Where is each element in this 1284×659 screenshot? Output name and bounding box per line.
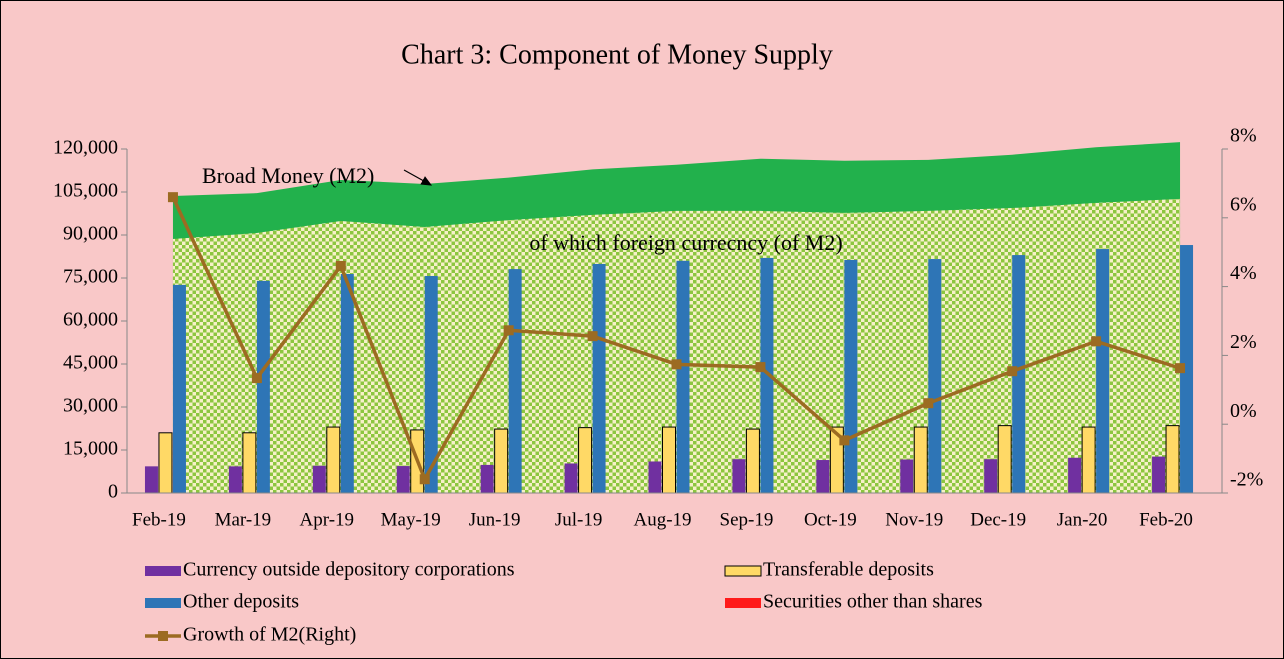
bar (228, 466, 242, 493)
bar (997, 425, 1012, 494)
legend-swatch (724, 565, 762, 577)
bar (732, 459, 746, 493)
legend: Currency outside depository corporations… (145, 559, 983, 646)
legend-label: Other deposits (183, 591, 299, 613)
line-marker (251, 373, 262, 384)
bar (508, 269, 522, 493)
x-tick-label: Sep-19 (720, 509, 774, 530)
bar (340, 273, 354, 493)
y-tick-label: 105,000 (53, 180, 118, 202)
bar (480, 464, 494, 493)
line-marker (839, 435, 850, 446)
legend-swatch (158, 631, 168, 641)
legend-label: Growth of M2(Right) (183, 624, 356, 646)
plot-area: 0 15,000 30,000 45,000 60,000 75,000 90,000 105… (53, 125, 1263, 531)
y-tick-label: 0 (108, 481, 118, 503)
bar (662, 426, 676, 494)
bar (242, 432, 257, 494)
y2-tick-label: -2% (1230, 469, 1263, 491)
bar (424, 275, 438, 493)
line-marker (755, 362, 766, 373)
x-tick-label: Feb-19 (132, 509, 186, 530)
bar (312, 465, 326, 493)
line-marker (1175, 363, 1186, 374)
bar (1180, 245, 1194, 493)
legend-label: Currency outside depository corporations (183, 559, 515, 581)
y2-tick-label: 2% (1230, 331, 1257, 353)
x-tick-label: Apr-19 (300, 509, 355, 530)
line-marker (503, 325, 514, 336)
bar (578, 427, 593, 494)
bar (648, 461, 662, 493)
x-tick-label: Jul-19 (555, 509, 603, 530)
bar (172, 284, 186, 493)
bar (494, 428, 509, 494)
line-marker (1091, 336, 1102, 347)
x-tick-label: Dec-19 (970, 509, 1026, 530)
bar (984, 459, 998, 493)
y2-tick-label: 8% (1230, 125, 1257, 147)
bar (760, 257, 774, 493)
bar (144, 466, 158, 493)
y-tick-label: 15,000 (63, 438, 118, 460)
x-tick-label: Nov-19 (885, 509, 943, 530)
x-tick-label: Mar-19 (215, 509, 272, 530)
y-tick-label: 30,000 (63, 395, 118, 417)
legend-swatch (145, 598, 181, 608)
bar (158, 432, 173, 494)
bar (256, 280, 270, 493)
bar (1012, 255, 1026, 493)
bar (676, 260, 690, 493)
x-tick-label: Aug-19 (633, 509, 691, 530)
bar (913, 426, 928, 494)
bar (1152, 456, 1166, 493)
annotation: Broad Money (M2) (202, 163, 374, 188)
bar (928, 259, 942, 493)
y-tick-label: 45,000 (63, 352, 118, 374)
chart-title: Chart 3: Component of Money Supply (401, 39, 833, 70)
legend-label: Securities other than shares (763, 591, 983, 613)
line-marker (923, 398, 934, 409)
bar (326, 426, 341, 494)
annotation-arrow (403, 169, 433, 186)
bar (1165, 425, 1180, 494)
y2-tick-label: 6% (1230, 193, 1257, 215)
annotation: of which foreign currecncy (of M2) (529, 230, 842, 255)
bar (816, 460, 830, 493)
x-tick-label: May-19 (381, 509, 441, 530)
y-tick-label: 60,000 (63, 309, 118, 331)
legend-label: Transferable deposits (763, 559, 934, 581)
bar (844, 259, 858, 493)
bar (592, 263, 606, 493)
y2-tick-label: 0% (1230, 400, 1257, 422)
bar (900, 459, 914, 493)
x-tick-label: Jun-19 (469, 509, 521, 530)
line-marker (587, 331, 598, 342)
bar (396, 466, 410, 493)
x-tick-label: Oct-19 (804, 509, 857, 530)
legend-swatch (725, 598, 761, 608)
line-marker (419, 474, 430, 485)
y-tick-label: 120,000 (53, 137, 118, 159)
y-tick-label: 90,000 (63, 223, 118, 245)
line-marker (1007, 366, 1018, 377)
bar (1068, 457, 1082, 493)
y-tick-label: 75,000 (63, 266, 118, 288)
bar (1081, 426, 1096, 494)
bar (564, 463, 578, 493)
bar (745, 428, 760, 494)
x-tick-label: Jan-20 (1057, 509, 1108, 530)
x-tick-label: Feb-20 (1139, 509, 1193, 530)
bar (1096, 249, 1110, 493)
legend-swatch (145, 566, 181, 576)
line-marker (167, 192, 178, 203)
line-marker (671, 359, 682, 370)
y2-tick-label: 4% (1230, 262, 1257, 284)
line-marker (335, 260, 346, 271)
